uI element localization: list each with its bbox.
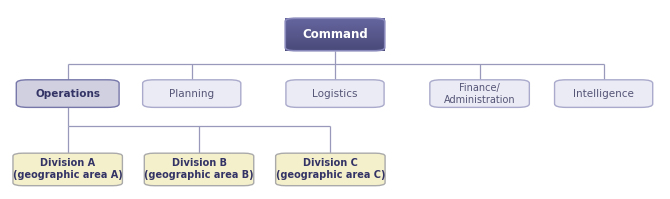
Bar: [285, 23, 385, 25]
FancyBboxPatch shape: [144, 153, 254, 186]
Text: Logistics: Logistics: [312, 89, 358, 99]
Bar: [285, 41, 385, 42]
Bar: [285, 19, 385, 20]
Bar: [285, 46, 385, 48]
Bar: [285, 28, 385, 29]
Text: Intelligence: Intelligence: [574, 89, 634, 99]
Bar: [285, 29, 385, 30]
Bar: [285, 21, 385, 22]
Bar: [285, 27, 385, 28]
Bar: [285, 45, 385, 46]
FancyBboxPatch shape: [143, 80, 241, 107]
FancyBboxPatch shape: [13, 153, 123, 186]
Bar: [285, 33, 385, 34]
FancyBboxPatch shape: [430, 80, 529, 107]
Text: Division B
(geographic area B): Division B (geographic area B): [144, 158, 254, 180]
Bar: [285, 39, 385, 40]
Bar: [285, 40, 385, 41]
Bar: [285, 18, 385, 19]
Bar: [285, 44, 385, 45]
Text: Division A
(geographic area A): Division A (geographic area A): [13, 158, 123, 180]
Bar: [285, 47, 385, 49]
Bar: [285, 43, 385, 44]
FancyBboxPatch shape: [275, 153, 385, 186]
Bar: [285, 42, 385, 43]
Text: Finance/
Administration: Finance/ Administration: [444, 83, 515, 105]
Bar: [285, 48, 385, 50]
FancyBboxPatch shape: [286, 80, 384, 107]
Bar: [285, 24, 385, 26]
Bar: [285, 22, 385, 24]
Bar: [285, 32, 385, 33]
Text: Operations: Operations: [36, 89, 100, 99]
Text: Planning: Planning: [169, 89, 214, 99]
Bar: [285, 50, 385, 51]
Bar: [285, 36, 385, 38]
Bar: [285, 35, 385, 37]
Bar: [285, 38, 385, 39]
Bar: [285, 31, 385, 32]
Bar: [285, 30, 385, 31]
FancyBboxPatch shape: [16, 80, 119, 107]
FancyBboxPatch shape: [555, 80, 653, 107]
Bar: [285, 20, 385, 21]
Bar: [285, 26, 385, 27]
Text: Command: Command: [302, 28, 368, 41]
Text: Division C
(geographic area C): Division C (geographic area C): [275, 158, 385, 180]
Bar: [285, 34, 385, 36]
